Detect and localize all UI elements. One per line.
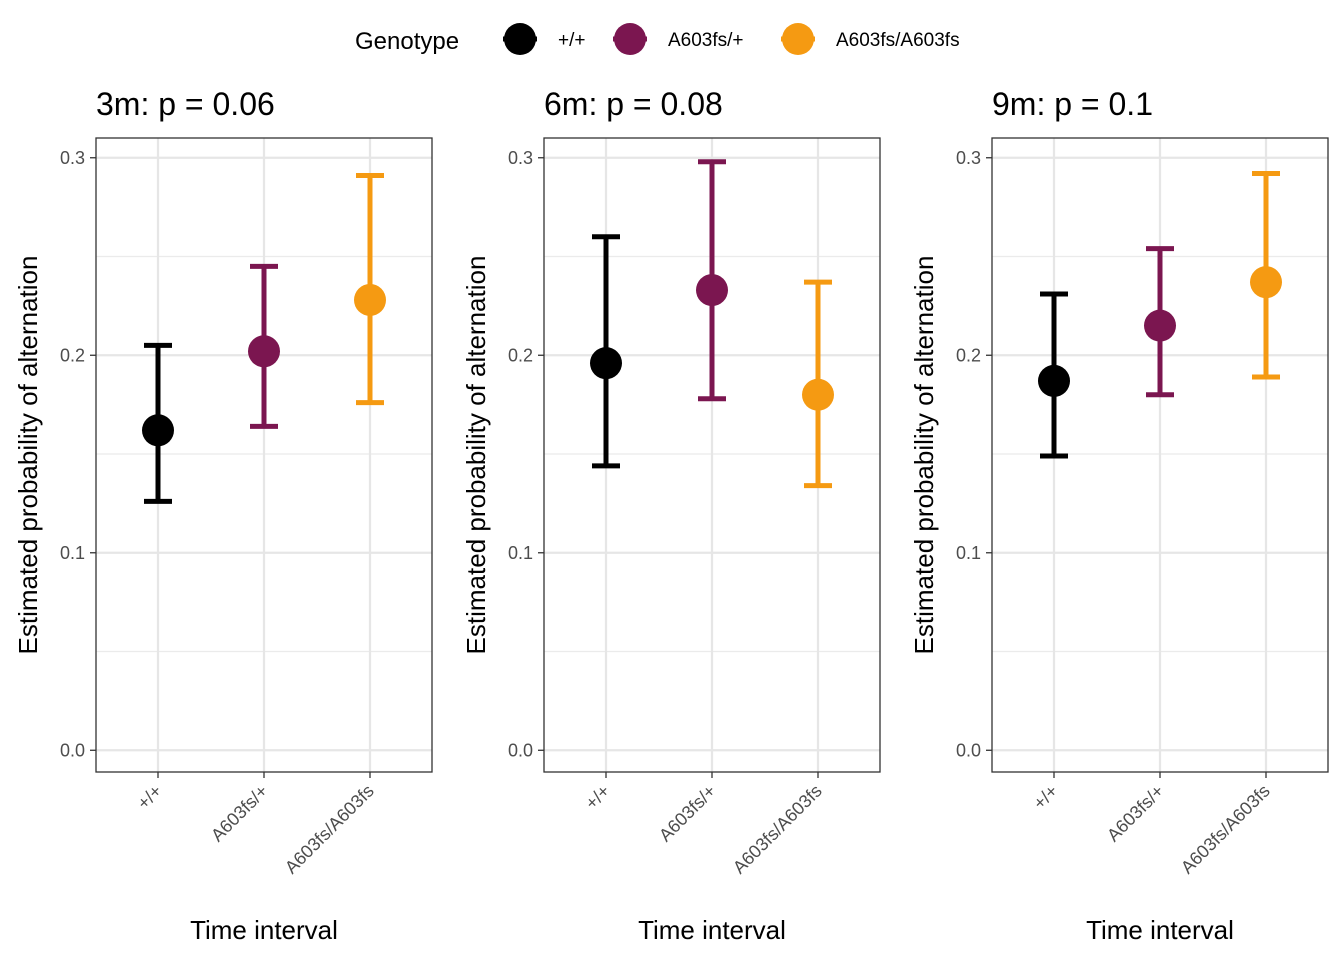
legend-key-dot [504,23,536,55]
data-point [590,347,622,380]
y-tick-label: 0.2 [956,345,981,365]
x-tick-label: A603fs/+ [655,781,720,846]
panel-title: 9m: p = 0.1 [992,86,1153,122]
panel-title: 6m: p = 0.08 [544,86,723,122]
data-point [802,378,834,411]
chart-panel: 0.0 0.1 0.2 0.3 +/+ A603fs/+ A603fs/A603fs 9m: … [909,86,1329,945]
legend: Genotype +/+ A603fs/+ A603fs/A603fs [355,23,960,55]
x-tick-label: A603fs/+ [207,781,272,846]
y-tick-label: 0.2 [508,345,533,365]
legend-key-dot [782,23,814,55]
data-point [1038,364,1070,397]
legend-title: Genotype [355,28,459,55]
legend-item: A603fs/+ [613,23,744,55]
y-tick-label: 0.1 [508,543,533,563]
data-point [142,414,174,447]
x-tick-label: A603fs/A603fs [281,781,378,878]
x-tick-label: A603fs/A603fs [729,781,826,878]
legend-label: A603fs/+ [668,30,744,51]
legend-label: +/+ [558,30,585,51]
chart-panel: 0.0 0.1 0.2 0.3 +/+ A603fs/+ A603fs/A603fs 6m: … [461,86,881,945]
y-tick-label: 0.0 [60,740,85,760]
panel-title: 3m: p = 0.06 [96,86,275,122]
y-tick-label: 0.1 [956,543,981,563]
x-tick-label: +/+ [1029,781,1062,814]
legend-item: A603fs/A603fs [781,23,960,55]
x-tick-label: +/+ [581,781,614,814]
chart-panel: 0.0 0.1 0.2 0.3 +/+ A603fs/+ A603fs/A603fs 3m: … [13,86,433,945]
x-axis-title: Time interval [190,915,338,945]
y-tick-label: 0.1 [60,543,85,563]
data-point [248,335,280,368]
legend-key-dot [614,23,646,55]
legend-label: A603fs/A603fs [836,30,960,51]
data-point [696,274,728,307]
legend-item: +/+ [503,23,585,55]
y-axis-title: Estimated probability of alternation [13,256,43,655]
x-tick-label: +/+ [133,781,166,814]
data-point [1250,266,1282,299]
y-tick-label: 0.3 [508,148,533,168]
panels: 0.00.10.20.3+/+ A603fs/+ A603fs/A603fs3m: … [13,86,1329,945]
data-point [1144,309,1176,342]
y-tick-label: 0.2 [60,345,85,365]
data-point [354,283,386,316]
x-tick-label: A603fs/A603fs [1177,781,1274,878]
y-tick-label: 0.3 [956,148,981,168]
x-axis-title: Time interval [1086,915,1234,945]
y-tick-label: 0.0 [956,740,981,760]
y-tick-label: 0.0 [508,740,533,760]
x-tick-label: A603fs/+ [1103,781,1168,846]
y-tick-label: 0.3 [60,148,85,168]
y-axis-title: Estimated probability of alternation [909,256,939,655]
y-axis-title: Estimated probability of alternation [461,256,491,655]
x-axis-title: Time interval [638,915,786,945]
